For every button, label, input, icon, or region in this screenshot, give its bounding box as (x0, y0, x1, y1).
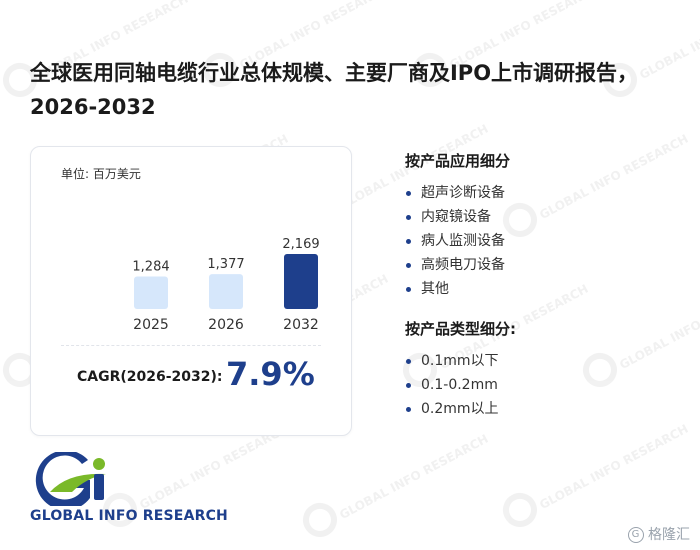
data-label: 1,284 (132, 259, 169, 274)
list-item: 高频电刀设备 (405, 253, 685, 277)
card-divider (61, 345, 321, 347)
logo-text: GLOBAL INFO RESEARCH (30, 508, 228, 524)
bar-2026 (209, 274, 243, 309)
svg-text:GLOBAL INFO RESEARCH: GLOBAL INFO RESEARCH (337, 432, 490, 522)
list-item: 0.1-0.2mm (405, 373, 685, 397)
watermark-mark: GLOBAL INFO RESEARCH (302, 432, 491, 537)
application-segment: 按产品应用细分 超声诊断设备 内窥镜设备 病人监测设备 高频电刀设备 其他 (405, 150, 685, 301)
cagr-label: CAGR(2026-2032): (77, 369, 223, 385)
type-segment-title: 按产品类型细分: (405, 320, 516, 338)
list-item: 0.2mm以上 (405, 397, 685, 421)
bar-2025 (134, 276, 168, 309)
watermark-mark: GLOBAL INFO RESEARCH (502, 422, 691, 527)
data-label: 1,377 (207, 257, 244, 272)
unit-label: 单位: 百万美元 (61, 167, 141, 181)
market-bar-chart: 1,284 2025 1,377 2026 2,169 2032 (132, 237, 319, 333)
market-size-card: 单位: 百万美元 1,284 2025 1,377 2026 2,169 2032 CAG… (30, 146, 352, 436)
type-list: 0.1mm以下 0.1-0.2mm 0.2mm以上 (405, 349, 685, 421)
x-tick-label: 2032 (283, 317, 319, 333)
bar-2032 (284, 254, 318, 309)
data-label: 2,169 (282, 237, 319, 252)
list-item: 其他 (405, 277, 685, 301)
list-item: 0.1mm以下 (405, 349, 685, 373)
x-tick-label: 2025 (133, 317, 169, 333)
application-list: 超声诊断设备 内窥镜设备 病人监测设备 高频电刀设备 其他 (405, 181, 685, 301)
type-segment: 按产品类型细分: 0.1mm以下 0.1-0.2mm 0.2mm以上 (405, 318, 685, 421)
list-item: 内窥镜设备 (405, 205, 685, 229)
corner-badge-text: 格隆汇 (648, 527, 690, 543)
list-item: 病人监测设备 (405, 229, 685, 253)
x-tick-label: 2026 (208, 317, 244, 333)
cagr-value: 7.9% (226, 355, 315, 393)
circle-g-icon: G (627, 527, 644, 543)
application-segment-title: 按产品应用细分 (405, 152, 511, 170)
list-item: 超声诊断设备 (405, 181, 685, 205)
svg-text:GLOBAL INFO RESEARCH: GLOBAL INFO RESEARCH (537, 422, 690, 512)
gi-logo-icon (35, 452, 106, 506)
report-title: 全球医用同轴电缆行业总体规模、主要厂商及IPO上市调研报告，2026-2032 (30, 61, 639, 119)
corner-badge: G 格隆汇 (627, 524, 690, 544)
